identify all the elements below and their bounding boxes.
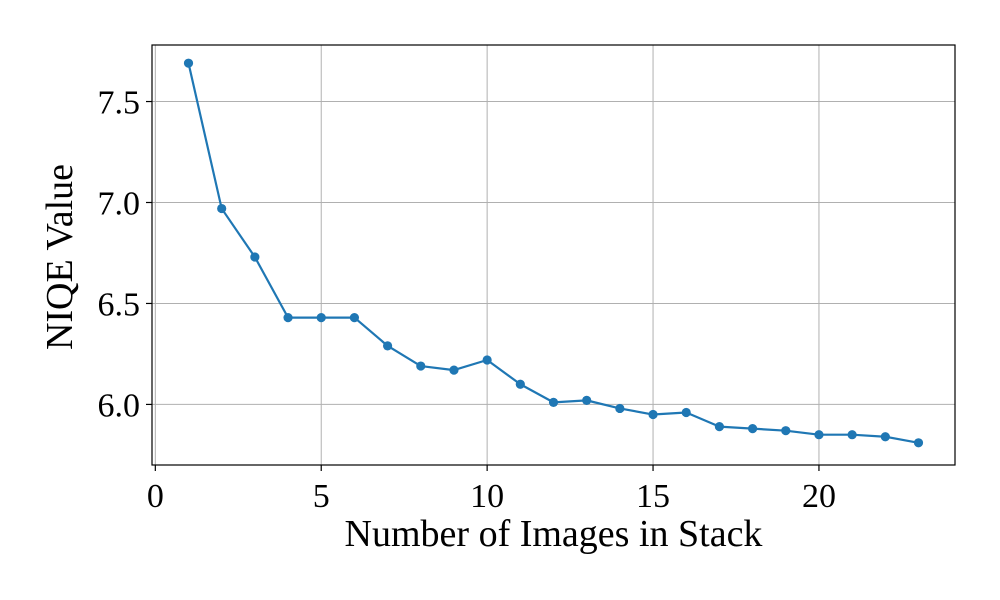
data-point [250,252,260,262]
data-point [814,430,824,440]
data-point [449,365,459,375]
y-tick-label: 6.0 [98,387,141,424]
data-point [582,395,592,405]
data-point [382,341,393,351]
data-point [217,203,227,214]
x-tick-label: 0 [147,478,164,515]
data-point [548,397,559,408]
x-tick-label: 10 [470,478,504,515]
data-point [781,426,791,436]
data-point [416,361,426,371]
x-axis-title: Number of Images in Stack [345,513,763,555]
y-tick-label: 7.0 [98,186,141,223]
data-point [913,438,924,448]
data-point [747,424,758,434]
x-tick-label: 20 [802,478,836,515]
y-tick-label: 7.5 [98,85,141,122]
data-point [847,430,857,440]
axis-ticks: 0 5 10 15 20 6.0 6.5 7.0 7.5 [98,85,836,515]
y-axis-title: NIQE Value [39,164,81,350]
x-tick-label: 5 [313,478,330,515]
data-point [316,312,326,323]
data-point [515,379,525,389]
series-line [187,62,919,444]
data-point [349,312,360,323]
data-point [681,407,691,418]
data-point [482,355,492,365]
y-tick-label: 6.5 [98,286,141,323]
data-point [648,409,658,420]
data-point [615,403,625,414]
data-point [283,312,293,323]
data-point [714,422,725,432]
x-tick-label: 15 [636,478,670,515]
plot-frame [151,44,956,466]
data-point [183,58,194,68]
data-point [880,432,890,442]
series-layer [183,58,924,448]
